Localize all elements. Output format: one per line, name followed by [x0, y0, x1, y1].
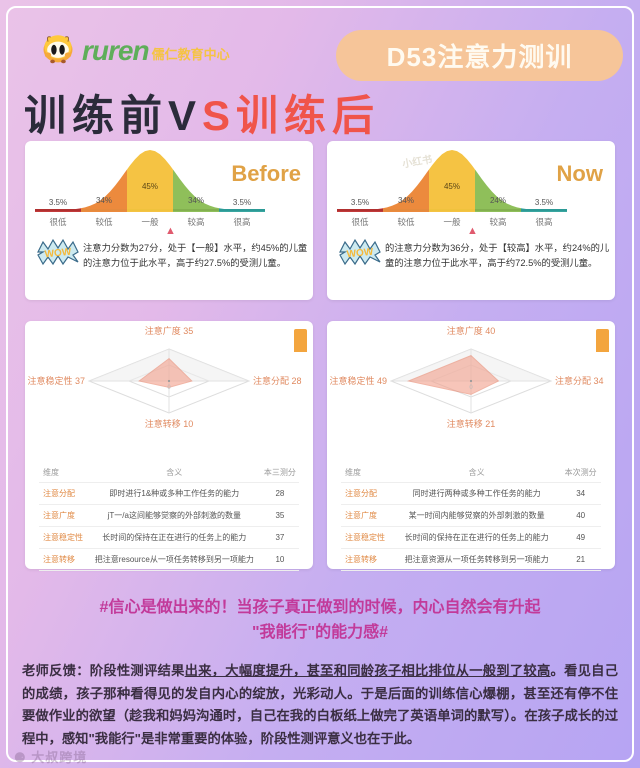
svg-text:34%: 34%: [188, 196, 204, 205]
svg-text:3.5%: 3.5%: [233, 198, 251, 207]
svg-text:3.5%: 3.5%: [535, 198, 553, 207]
svg-text:较高: 较高: [187, 217, 204, 227]
svg-text:一般: 一般: [443, 217, 461, 227]
svg-text:24%: 24%: [490, 196, 506, 205]
svg-text:注意稳定性 49: 注意稳定性 49: [329, 375, 387, 386]
svg-text:WOW: WOW: [44, 247, 72, 261]
svg-text:34%: 34%: [96, 196, 112, 205]
svg-text:45%: 45%: [444, 182, 460, 191]
svg-text:注意广度 40: 注意广度 40: [447, 325, 496, 336]
svg-text:注意转移 21: 注意转移 21: [447, 418, 496, 429]
svg-text:3.5%: 3.5%: [49, 198, 67, 207]
svg-text:很高: 很高: [535, 217, 552, 227]
svg-text:很高: 很高: [233, 217, 250, 227]
svg-text:较低: 较低: [397, 217, 415, 227]
svg-text:较高: 较高: [489, 217, 506, 227]
svg-text:注意分配 34: 注意分配 34: [555, 375, 604, 386]
svg-text:注意转移 10: 注意转移 10: [145, 418, 194, 429]
svg-text:一般: 一般: [141, 217, 159, 227]
svg-text:WOW: WOW: [346, 247, 374, 261]
svg-text:很低: 很低: [351, 217, 369, 227]
svg-text:较低: 较低: [95, 217, 113, 227]
svg-text:注意广度 35: 注意广度 35: [145, 325, 194, 336]
svg-text:3.5%: 3.5%: [351, 198, 369, 207]
svg-text:45%: 45%: [142, 182, 158, 191]
svg-text:注意稳定性 37: 注意稳定性 37: [27, 375, 85, 386]
svg-text:注意分配 28: 注意分配 28: [253, 375, 302, 386]
svg-text:34%: 34%: [398, 196, 414, 205]
svg-text:很低: 很低: [49, 217, 67, 227]
